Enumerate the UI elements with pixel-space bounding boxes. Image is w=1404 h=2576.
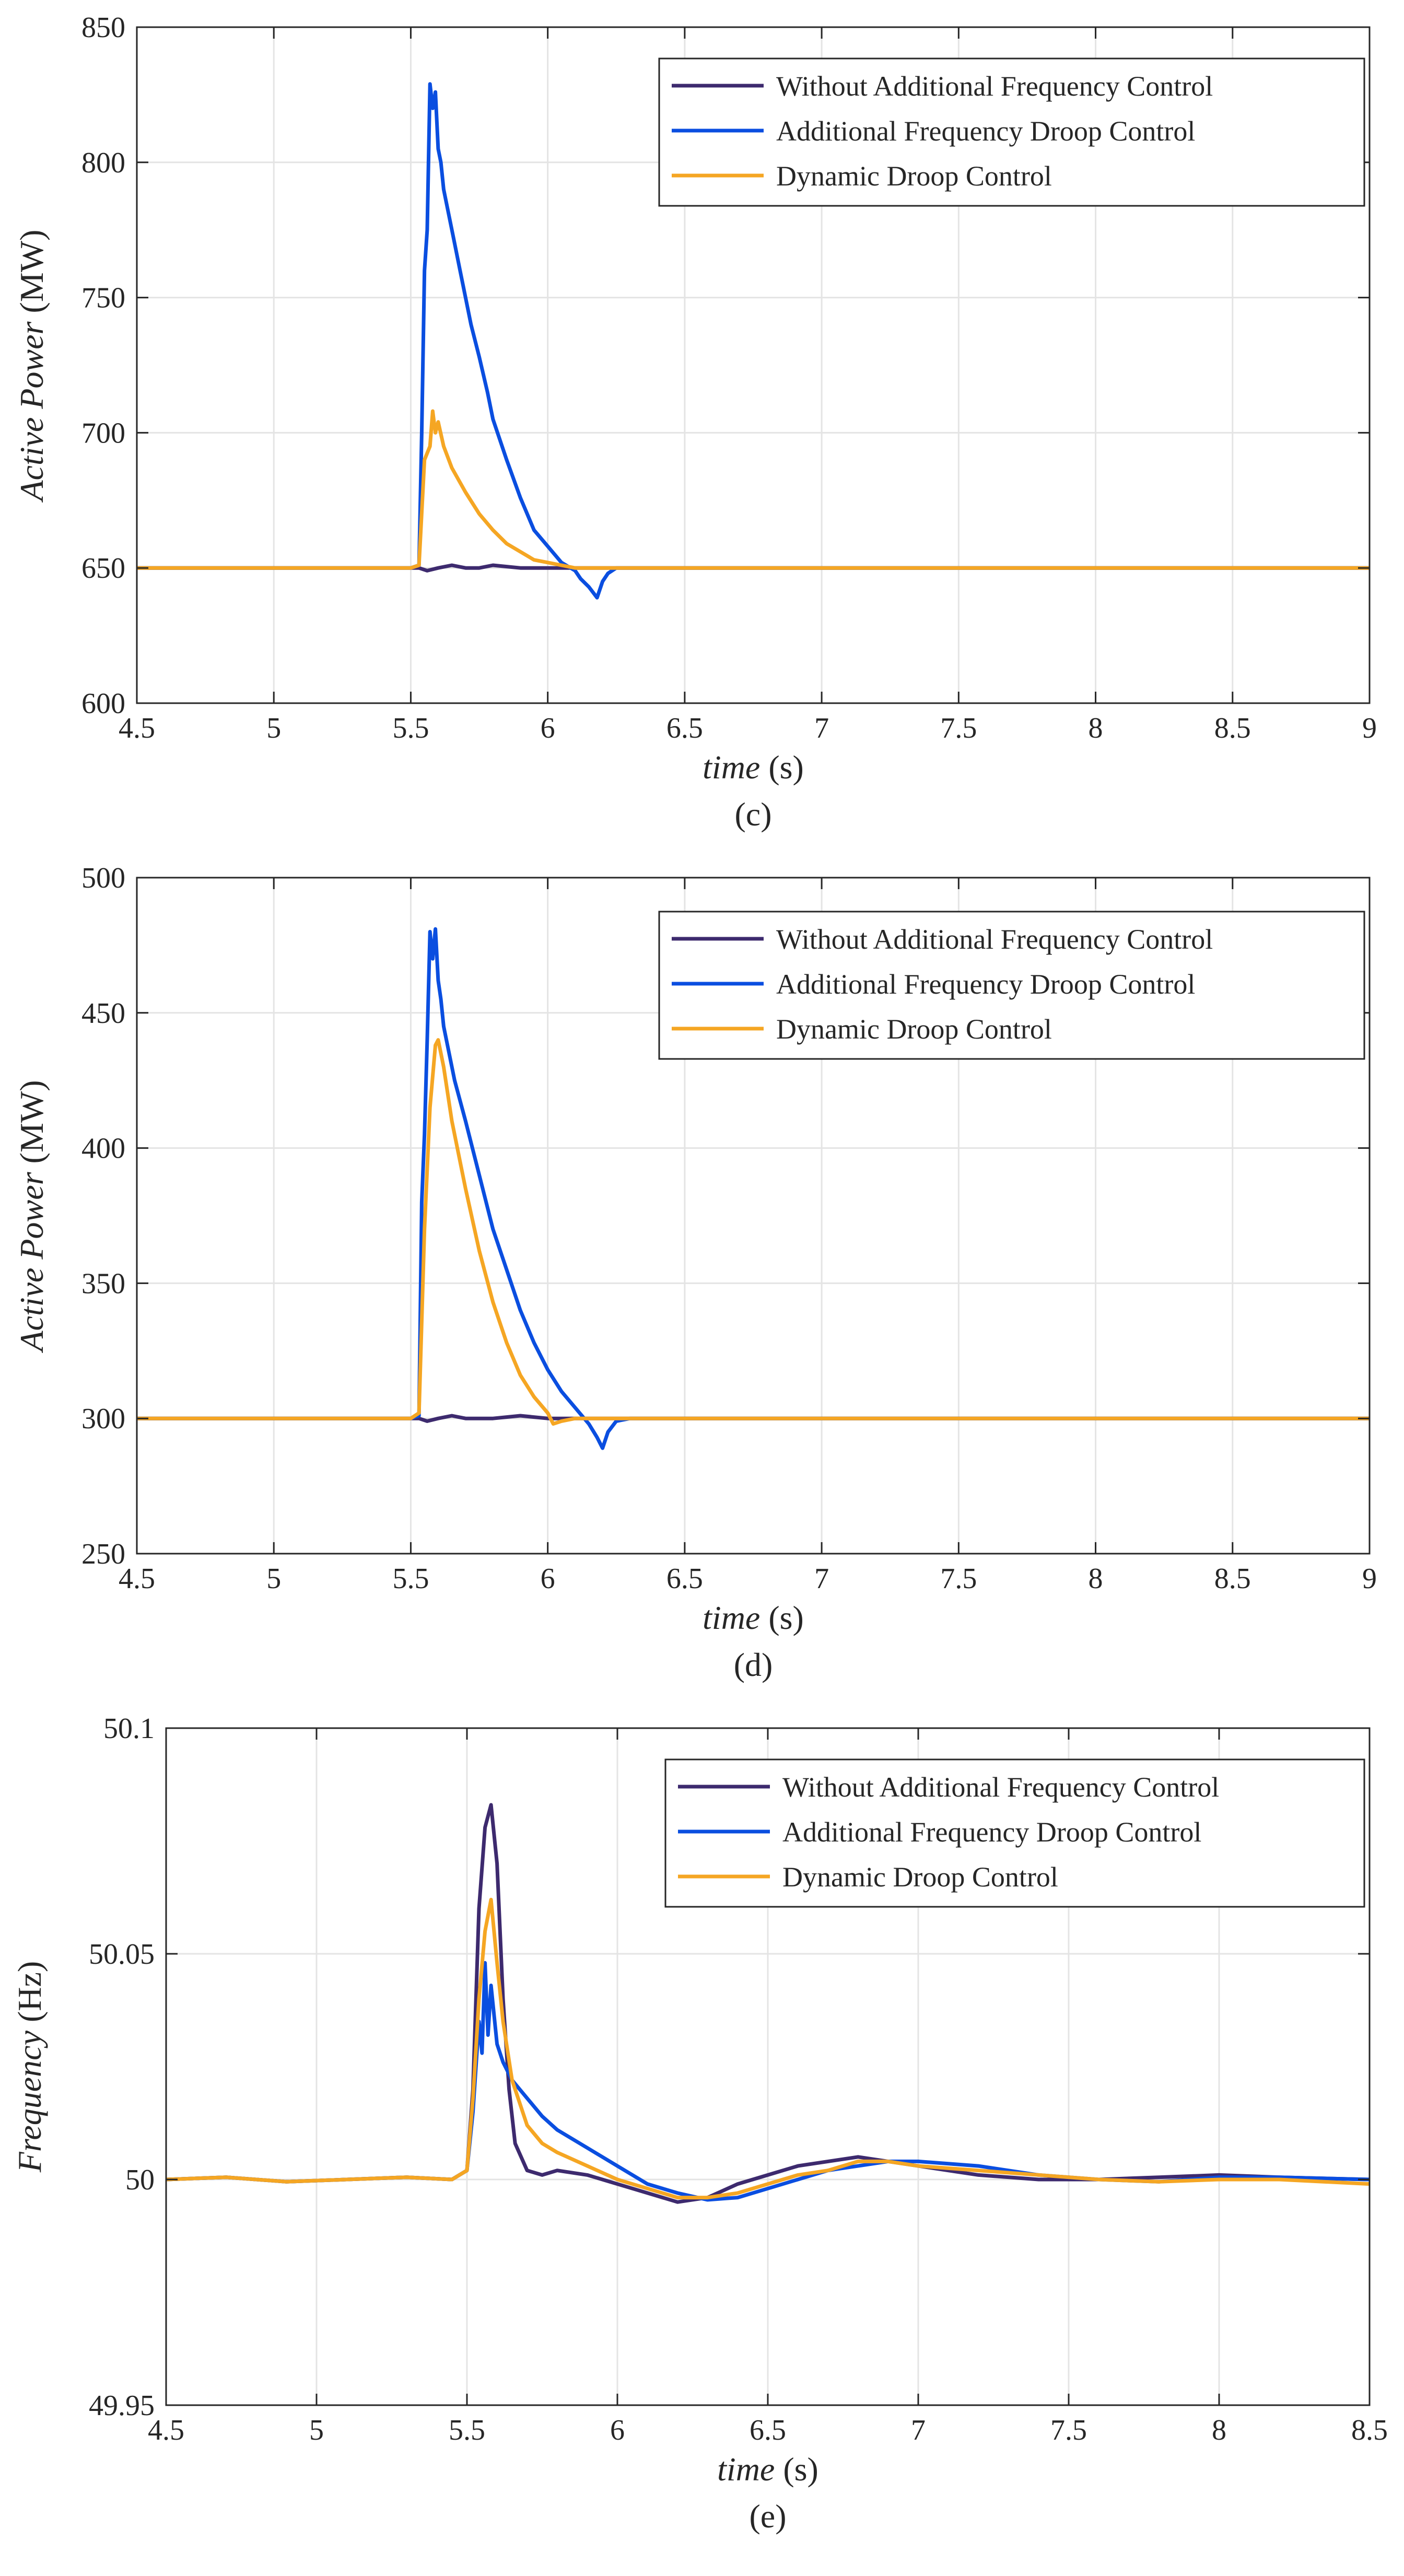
- series-line-3: [137, 1038, 1370, 1426]
- y-axis-label: Active Power (MW): [13, 230, 50, 503]
- x-axis-label: time (s): [703, 1599, 804, 1636]
- x-tick-label: 9: [1362, 712, 1377, 744]
- x-tick-label: 5.5: [392, 712, 429, 744]
- legend-label-3: Dynamic Droop Control: [776, 1013, 1052, 1045]
- x-axis-label: time (s): [717, 2451, 818, 2488]
- chart-panel-3: 4.5 5 5.5 6 6.5 7 7.5 8 8.549.955050.0550.1time(…: [11, 1712, 1388, 2535]
- axes-frame: [136, 26, 1371, 704]
- chart-panel-2: 4.5 5 5.5 6 6.5 7 7.5 8 8.5 9 250 300 350 400 450 500 ti…: [13, 862, 1377, 1683]
- x-tick-label: 5: [266, 712, 281, 744]
- series-group: [137, 927, 1370, 1450]
- x-axis-label-name: time: [703, 749, 760, 786]
- x-tick-label: 8.5: [1214, 1563, 1251, 1595]
- x-tick-label: 6.5: [666, 712, 703, 744]
- legend-label-2: Additional Frequency Droop Control: [776, 969, 1195, 1000]
- legend-label-1: Without Additional Frequency Control: [776, 71, 1213, 102]
- legend-label-2: Additional Frequency Droop Control: [782, 1816, 1201, 1848]
- y-tick-label: 800: [81, 147, 125, 179]
- y-tick-label: 750: [81, 282, 125, 314]
- y-axis-label-unit: (Hz): [11, 1961, 48, 2022]
- legend: Without Additional Frequency Control Addi…: [658, 911, 1365, 1060]
- x-tick-label: 4.5: [119, 712, 155, 744]
- legend: Without Additional Frequency Control Addi…: [658, 57, 1365, 207]
- x-tick-label: 8.5: [1214, 712, 1251, 744]
- series-line-2: [137, 927, 1370, 1450]
- y-axis-label-name: Active Power: [13, 1171, 50, 1353]
- x-axis-label-unit: (s): [783, 2451, 818, 2488]
- x-tick-label: 8: [1089, 1563, 1103, 1595]
- x-axis-label-unit: (s): [768, 749, 804, 786]
- y-tick-label: 650: [81, 552, 125, 585]
- legend-box: [664, 1758, 1365, 1908]
- x-tick-label: 5: [266, 1563, 281, 1595]
- x-tick-label: 8: [1089, 712, 1103, 744]
- x-tick-label: 7: [911, 2414, 926, 2446]
- panel-caption: (e): [749, 2498, 786, 2535]
- y-tick-label: 300: [81, 1403, 125, 1435]
- x-axis-label-name: time: [717, 2451, 775, 2488]
- x-tick-label: 5.5: [449, 2414, 485, 2446]
- y-axis-label-name: Active Power: [13, 321, 50, 503]
- x-axis-label: time (s): [703, 749, 804, 786]
- y-axis-label-unit: (MW): [13, 1080, 50, 1164]
- chart-panel-1: 4.5 5 5.5 6 6.5 7 7.5 8 8.5 9 600 650 700 750 800 850 ti…: [13, 11, 1377, 833]
- y-axis-label-name: Frequency: [11, 2030, 48, 2173]
- x-tick-label: 7.5: [940, 1563, 977, 1595]
- x-tick-label: 7: [814, 1563, 829, 1595]
- axes-frame: [136, 877, 1371, 1555]
- x-tick-label: 8: [1212, 2414, 1226, 2446]
- series-line-2: [137, 82, 1370, 600]
- x-tick-label: 8.5: [1351, 2414, 1388, 2446]
- legend-label-3: Dynamic Droop Control: [776, 160, 1052, 192]
- y-tick-label: 450: [81, 997, 125, 1030]
- x-tick-label: 5: [309, 2414, 324, 2446]
- x-tick-label: 6.5: [666, 1563, 703, 1595]
- series-line-3: [137, 409, 1370, 570]
- y-tick-label: 49.95: [89, 2389, 155, 2422]
- y-tick-label: 600: [81, 687, 125, 720]
- y-tick-label: 700: [81, 417, 125, 449]
- x-tick-label: 4.5: [148, 2414, 184, 2446]
- y-axis-label: Active Power (MW): [13, 1080, 50, 1354]
- legend-label-2: Additional Frequency Droop Control: [776, 115, 1195, 147]
- x-tick-label: 6: [610, 2414, 625, 2446]
- x-tick-label: 6: [541, 712, 555, 744]
- legend-label-1: Without Additional Frequency Control: [776, 924, 1213, 955]
- series-line-3: [166, 1897, 1370, 2200]
- x-tick-label: 4.5: [119, 1563, 155, 1595]
- y-axis-label: Frequency (Hz): [11, 1961, 48, 2173]
- x-tick-label: 7.5: [940, 712, 977, 744]
- y-tick-label: 250: [81, 1538, 125, 1570]
- series-group: [166, 1803, 1370, 2204]
- panel-caption: (d): [734, 1646, 773, 1683]
- legend-box: [658, 911, 1365, 1060]
- legend-box: [658, 57, 1365, 207]
- x-tick-label: 7: [814, 712, 829, 744]
- legend-label-1: Without Additional Frequency Control: [782, 1771, 1219, 1803]
- panel-caption: (c): [734, 796, 771, 833]
- legend-label-3: Dynamic Droop Control: [782, 1861, 1058, 1893]
- x-axis-label-name: time: [703, 1599, 760, 1636]
- y-tick-label: 850: [81, 11, 125, 44]
- y-tick-label: 50.05: [89, 1938, 155, 1971]
- y-tick-label: 400: [81, 1133, 125, 1165]
- y-axis-label-unit: (MW): [13, 230, 50, 313]
- series-group: [137, 82, 1370, 600]
- legend: Without Additional Frequency Control Addi…: [664, 1758, 1365, 1908]
- y-tick-label: 350: [81, 1267, 125, 1300]
- x-tick-label: 6: [541, 1563, 555, 1595]
- x-tick-label: 9: [1362, 1563, 1377, 1595]
- x-tick-label: 6.5: [750, 2414, 786, 2446]
- y-tick-label: 500: [81, 862, 125, 894]
- y-tick-label: 50: [125, 2164, 155, 2196]
- x-tick-label: 5.5: [392, 1563, 429, 1595]
- x-tick-label: 7.5: [1050, 2414, 1087, 2446]
- x-axis-label-unit: (s): [768, 1599, 804, 1636]
- y-tick-label: 50.1: [103, 1712, 155, 1745]
